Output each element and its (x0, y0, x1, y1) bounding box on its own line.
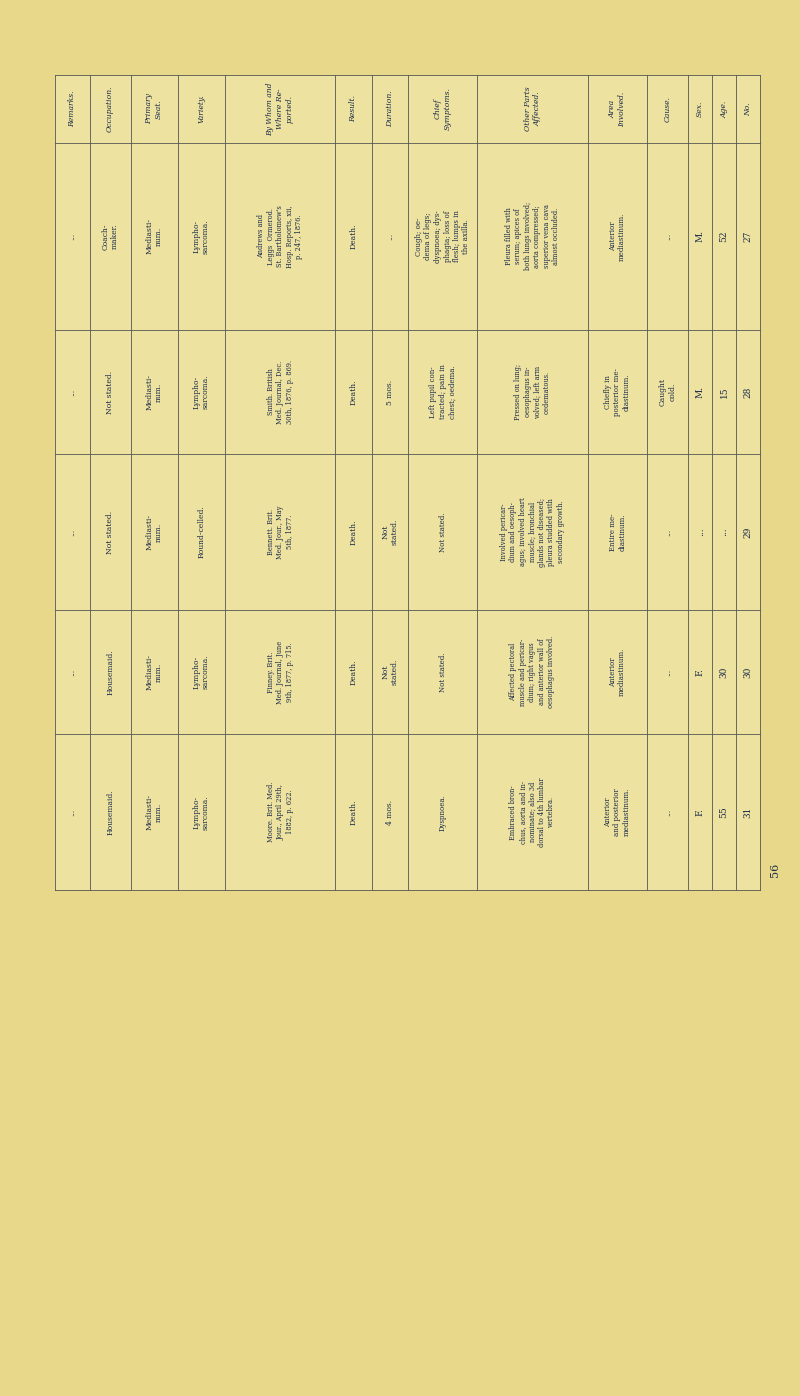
Text: Variety.: Variety. (198, 95, 206, 123)
Text: Not stated.: Not stated. (106, 511, 114, 554)
Text: Housemaid.: Housemaid. (106, 649, 114, 695)
Text: ...: ... (68, 808, 76, 815)
Text: Cough; oe-
dema of legs;
dyspnoea; dys-
phagia; loss of
flesh; lumps in
the axil: Cough; oe- dema of legs; dyspnoea; dys- … (415, 209, 470, 262)
Text: Embraced bron-
chus, aorta and in-
nominate; also 3d
dorsal to 4th lumbar
verteb: Embraced bron- chus, aorta and in- nomin… (510, 778, 555, 847)
Text: Not
stated.: Not stated. (381, 659, 398, 685)
Text: Round-celled.: Round-celled. (198, 505, 206, 558)
Text: 5 mos.: 5 mos. (386, 380, 394, 405)
Text: Occupation.: Occupation. (106, 85, 114, 133)
Text: Not stated.: Not stated. (438, 512, 446, 551)
Text: Sex.: Sex. (696, 101, 704, 117)
Text: Other Parts
Affected.: Other Parts Affected. (524, 87, 541, 131)
Text: Remarks.: Remarks. (68, 91, 76, 127)
Text: Not
stated.: Not stated. (381, 519, 398, 546)
Text: 30: 30 (720, 666, 729, 678)
Text: Age.: Age. (720, 101, 728, 117)
Text: ...: ... (664, 669, 672, 676)
Text: Primary
Seat.: Primary Seat. (146, 94, 163, 124)
Text: Area
Involved.: Area Involved. (609, 91, 626, 127)
Text: No.: No. (744, 102, 752, 116)
Text: F.: F. (696, 808, 705, 817)
Text: Mediasti-
num.: Mediasti- num. (146, 218, 163, 254)
Text: Death.: Death. (350, 800, 358, 825)
Bar (55, 75, 760, 891)
Text: Lympho-
sarcoma.: Lympho- sarcoma. (193, 655, 210, 690)
Text: Involved pericar-
dium and oesoph-
agus; involved heart
muscle; bronchial
glands: Involved pericar- dium and oesoph- agus;… (500, 497, 565, 567)
Text: Andrews and
Leggs  Ormerod.
St. Bartholomew's
Hosp. Reports, xii,
p. 247, 1876.: Andrews and Leggs Ormerod. St. Bartholom… (257, 205, 303, 268)
Text: Caught
cold.: Caught cold. (659, 378, 677, 406)
Text: Not stated.: Not stated. (106, 370, 114, 413)
Text: Result.: Result. (350, 95, 358, 123)
Text: 31: 31 (743, 807, 753, 818)
Text: ...: ... (386, 233, 394, 240)
Text: 15: 15 (720, 387, 729, 398)
Text: ...: ... (720, 528, 729, 536)
Text: Pleura filled with
serum; apices of
both lungs involved;
aorta compressed;
super: Pleura filled with serum; apices of both… (505, 202, 560, 271)
Text: 27: 27 (743, 230, 753, 242)
Text: 55: 55 (720, 807, 729, 818)
Text: ...: ... (696, 528, 705, 536)
Text: Anterior
mediastinum.: Anterior mediastinum. (609, 212, 626, 261)
Text: 28: 28 (743, 387, 753, 398)
Text: F.: F. (696, 669, 705, 676)
Text: M.: M. (696, 230, 705, 243)
Text: Mediasti-
num.: Mediasti- num. (146, 794, 163, 831)
Text: Dyspnoea.: Dyspnoea. (438, 794, 446, 831)
Text: ...: ... (664, 808, 672, 815)
Text: Housemaid.: Housemaid. (106, 789, 114, 835)
Text: 30: 30 (743, 666, 753, 678)
Text: Left pupil con-
tracted; pain in
chest; oedema.: Left pupil con- tracted; pain in chest; … (430, 364, 456, 419)
Text: ...: ... (68, 388, 76, 395)
Text: Finney. Brit.
Med. Journal, June
9th, 1877, p. 715.: Finney. Brit. Med. Journal, June 9th, 18… (266, 641, 294, 704)
Text: M.: M. (696, 385, 705, 398)
Text: Duration.: Duration. (386, 91, 394, 127)
Text: Anterior
and posterior
mediastinum.: Anterior and posterior mediastinum. (604, 787, 631, 836)
Text: ...: ... (68, 233, 76, 240)
Text: Moore. Brit. Med.
Jour., April 29th,
1882, p. 622.: Moore. Brit. Med. Jour., April 29th, 188… (266, 782, 294, 842)
Text: Bennett. Brit.
Med. Jour., May
5th, 1877.: Bennett. Brit. Med. Jour., May 5th, 1877… (266, 505, 294, 558)
Text: ...: ... (68, 529, 76, 536)
Text: Pressed on lung;
oesophagus in-
volved; left arm
oedematous.: Pressed on lung; oesophagus in- volved; … (514, 364, 550, 420)
Text: Lympho-
sarcoma.: Lympho- sarcoma. (193, 374, 210, 409)
Text: Anterior
mediastinum.: Anterior mediastinum. (609, 648, 626, 697)
Text: ...: ... (68, 669, 76, 676)
Text: Mediasti-
num.: Mediasti- num. (146, 514, 163, 550)
Text: Death.: Death. (350, 380, 358, 405)
Text: Chief
Symptoms.: Chief Symptoms. (434, 88, 451, 130)
Text: Coach-
maker.: Coach- maker. (102, 223, 119, 250)
Text: Cause.: Cause. (664, 96, 672, 121)
Text: Mediasti-
num.: Mediasti- num. (146, 374, 163, 410)
Text: By Whom and
Where Re-
ported.: By Whom and Where Re- ported. (266, 82, 294, 135)
Text: Death.: Death. (350, 519, 358, 544)
Text: 56: 56 (770, 863, 780, 877)
Text: Death.: Death. (350, 659, 358, 685)
Text: ...: ... (664, 233, 672, 240)
Text: Lympho-
sarcoma.: Lympho- sarcoma. (193, 794, 210, 829)
Text: ...: ... (664, 529, 672, 536)
Text: Not stated.: Not stated. (438, 652, 446, 692)
Text: Mediasti-
num.: Mediasti- num. (146, 655, 163, 690)
Text: 29: 29 (743, 526, 753, 537)
Text: 52: 52 (720, 230, 729, 242)
Text: Death.: Death. (350, 223, 358, 248)
Text: Chiefly in
posterior me-
diastinum.: Chiefly in posterior me- diastinum. (604, 369, 631, 416)
Text: Affected pectoral
muscle and pericar-
dium; right vagus
and anterior wall of
oes: Affected pectoral muscle and pericar- di… (510, 637, 555, 708)
Text: 4 mos.: 4 mos. (386, 800, 394, 825)
Text: Smith. British
Med. Journal, Dec.
30th, 1876, p. 869.: Smith. British Med. Journal, Dec. 30th, … (266, 360, 294, 424)
Text: Entire me-
diastinum.: Entire me- diastinum. (609, 514, 626, 551)
Text: Lympho-
sarcoma.: Lympho- sarcoma. (193, 219, 210, 254)
